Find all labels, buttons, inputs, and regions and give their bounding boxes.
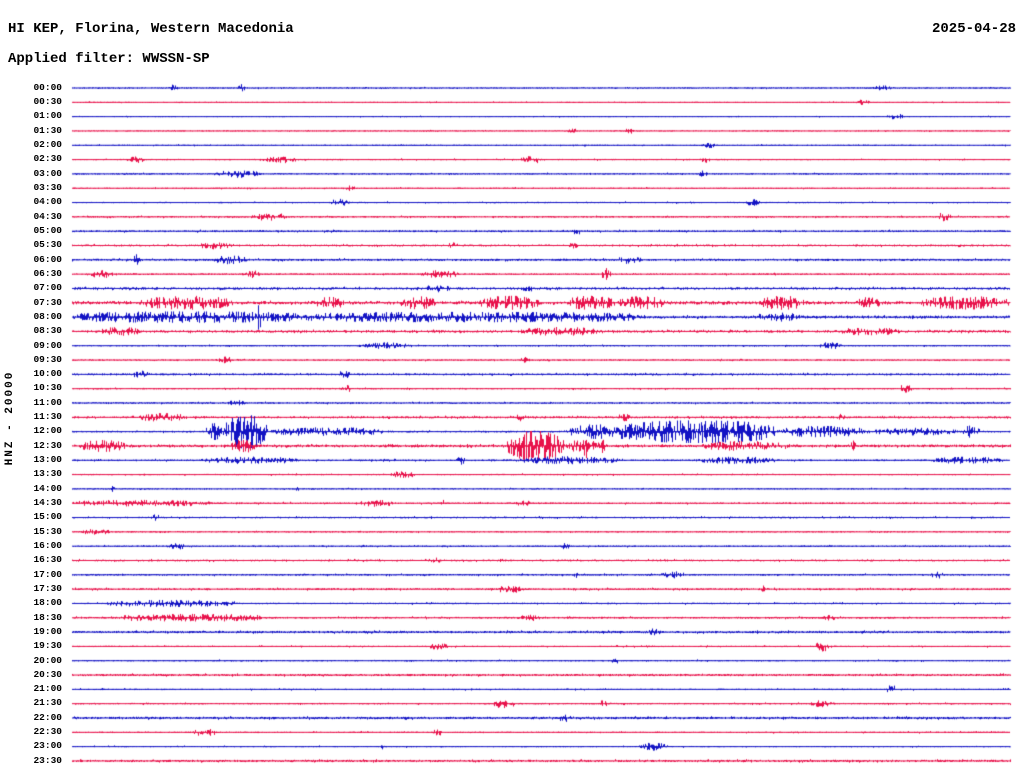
time-label: 11:00 <box>33 396 62 408</box>
time-label: 21:00 <box>33 683 62 695</box>
time-label: 04:00 <box>33 196 62 208</box>
time-label: 09:00 <box>33 339 62 351</box>
time-label: 00:00 <box>33 81 62 93</box>
time-label: 07:00 <box>33 282 62 294</box>
time-label: 19:30 <box>33 640 62 652</box>
filter-label: Applied filter: WWSSN-SP <box>8 51 210 67</box>
time-label: 20:00 <box>33 654 62 666</box>
time-label: 02:00 <box>33 139 62 151</box>
time-label: 16:00 <box>33 539 62 551</box>
time-label: 14:30 <box>33 497 62 509</box>
channel-axis-label: HNZ - 20000 <box>4 370 16 466</box>
time-label: 17:00 <box>33 568 62 580</box>
time-label: 00:30 <box>33 96 62 108</box>
time-label: 10:00 <box>33 368 62 380</box>
time-label: 01:30 <box>33 124 62 136</box>
time-label: 16:30 <box>33 554 62 566</box>
time-label: 23:00 <box>33 740 62 752</box>
time-label: 20:30 <box>33 668 62 680</box>
time-label: 03:30 <box>33 182 62 194</box>
time-label: 22:30 <box>33 726 62 738</box>
time-label: 14:00 <box>33 482 62 494</box>
date-label: 2025-04-28 <box>931 21 1016 37</box>
time-label: 13:00 <box>33 454 62 466</box>
time-label: 23:30 <box>33 754 62 766</box>
time-label: 06:00 <box>33 253 62 265</box>
time-label: 12:30 <box>33 439 62 451</box>
station-title: HI KEP, Florina, Western Macedonia <box>8 21 294 37</box>
time-label: 21:30 <box>33 697 62 709</box>
time-label: 02:30 <box>33 153 62 165</box>
time-label: 06:30 <box>33 267 62 279</box>
time-label: 05:30 <box>33 239 62 251</box>
time-label: 18:00 <box>33 597 62 609</box>
time-label: 03:00 <box>33 167 62 179</box>
time-label: 08:30 <box>33 325 62 337</box>
time-label: 18:30 <box>33 611 62 623</box>
time-label: 04:30 <box>33 210 62 222</box>
time-label: 05:00 <box>33 224 62 236</box>
time-label: 10:30 <box>33 382 62 394</box>
time-label: 12:00 <box>33 425 62 437</box>
time-label: 22:00 <box>33 711 62 723</box>
time-label: 13:30 <box>33 468 62 480</box>
time-label: 07:30 <box>33 296 62 308</box>
time-label: 17:30 <box>33 582 62 594</box>
time-label: 09:30 <box>33 353 62 365</box>
time-label: 15:00 <box>33 511 62 523</box>
time-label: 15:30 <box>33 525 62 537</box>
time-label: 11:30 <box>33 411 62 423</box>
time-label: 01:00 <box>33 110 62 122</box>
time-label: 08:00 <box>33 310 62 322</box>
time-label: 19:00 <box>33 625 62 637</box>
